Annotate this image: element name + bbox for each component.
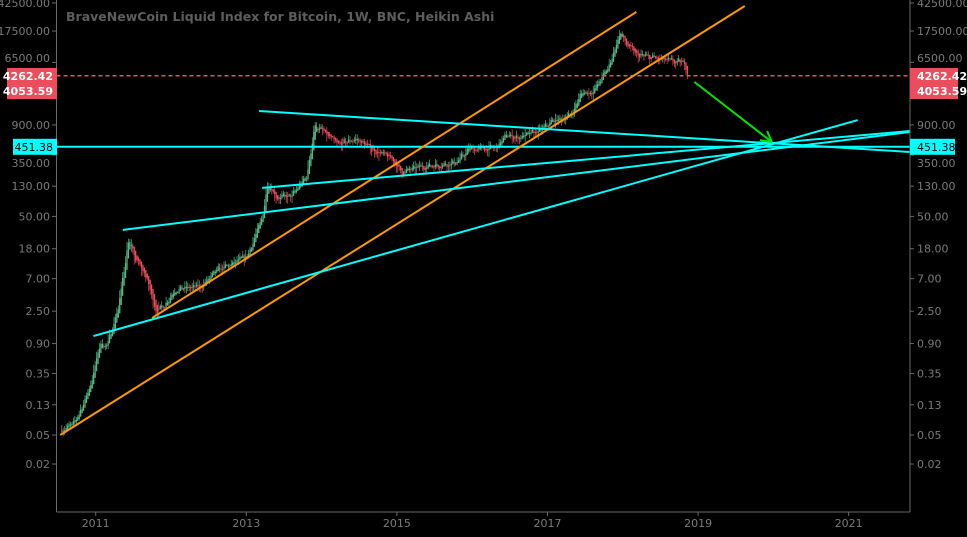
chart-title: BraveNewCoin Liquid Index for Bitcoin, 1… <box>66 9 494 24</box>
arrow-line <box>693 81 773 143</box>
x-tick-label: 2019 <box>684 517 712 530</box>
x-tick-label: 2021 <box>835 517 863 530</box>
y-tick-label-left: 2.50 <box>26 305 51 318</box>
y-tick-label-left: 42500.00 <box>0 0 50 10</box>
orange-trendline <box>151 11 637 319</box>
cyan-trendline <box>262 130 910 189</box>
y-tick-label-left: 900.00 <box>12 119 51 132</box>
y-tick-label-left: 17500.00 <box>0 25 50 38</box>
support-label-box-left <box>13 138 57 155</box>
price-label-left: 4262.42 <box>3 70 53 83</box>
y-tick-label-right: 900.00 <box>917 119 956 132</box>
y-tick-label-right: 0.05 <box>917 429 942 442</box>
candles-layer <box>61 30 689 437</box>
y-tick-label-right: 50.00 <box>917 210 949 223</box>
x-tick-label: 2017 <box>534 517 562 530</box>
price-labels: 4262.42 4262.42 4053.59 4053.59 451.38 451.38 <box>3 68 967 155</box>
x-tick-label: 2013 <box>232 517 260 530</box>
y-tick-label-right: 0.02 <box>917 458 942 471</box>
orange-trendline <box>59 5 746 436</box>
x-tick-label: 2015 <box>383 517 411 530</box>
y-tick-label-right: 42500.00 <box>917 0 967 10</box>
arrow-head-icon <box>759 139 773 143</box>
x-tick-label: 2011 <box>82 517 110 530</box>
price-label-left: 4053.59 <box>3 85 53 98</box>
y-tick-label-right: 7.00 <box>917 273 942 286</box>
cyan-trendline <box>122 131 910 231</box>
price-label-right: 4262.42 <box>917 70 967 83</box>
y-tick-label-right: 2.50 <box>917 305 942 318</box>
y-tick-label-left: 6500.00 <box>5 52 51 65</box>
cyan-trendline <box>93 119 859 338</box>
y-tick-label-left: 18.00 <box>19 243 51 256</box>
y-tick-label-left: 0.02 <box>26 458 51 471</box>
y-tick-label-right: 0.35 <box>917 367 942 380</box>
y-tick-label-right: 18.00 <box>917 243 949 256</box>
price-label-right: 4053.59 <box>917 85 967 98</box>
y-tick-label-left: 0.05 <box>26 429 51 442</box>
arrow-head-icon <box>766 130 773 143</box>
price-label-box-left <box>7 68 57 99</box>
y-tick-label-left: 0.35 <box>26 367 51 380</box>
y-tick-label-right: 17500.00 <box>917 25 967 38</box>
y-tick-label-right: 350.00 <box>917 157 956 170</box>
drawings-layer <box>56 5 910 436</box>
y-tick-label-right: 6500.00 <box>917 52 963 65</box>
y-tick-label-right: 0.13 <box>917 399 942 412</box>
y-tick-label-right: 130.00 <box>917 180 956 193</box>
y-tick-label-right: 0.90 <box>917 338 942 351</box>
y-tick-label-left: 0.90 <box>26 338 51 351</box>
support-label-right: 451.38 <box>917 141 956 154</box>
y-tick-label-left: 50.00 <box>19 210 51 223</box>
support-label-left: 451.38 <box>15 141 54 154</box>
y-tick-label-left: 0.13 <box>26 399 51 412</box>
support-label-box-right <box>910 138 955 155</box>
y-tick-label-left: 130.00 <box>12 180 51 193</box>
price-label-box-right <box>910 68 958 99</box>
y-tick-label-left: 350.00 <box>12 157 51 170</box>
y-tick-label-left: 7.00 <box>26 273 51 286</box>
